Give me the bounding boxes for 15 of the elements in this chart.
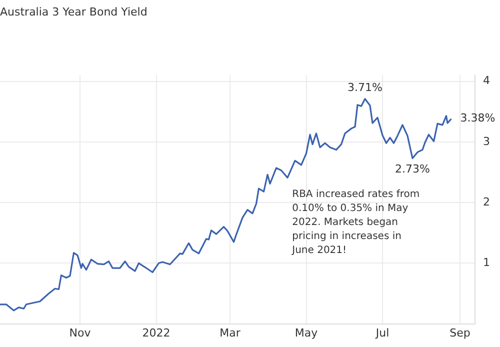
x-tick-label: 2022 — [142, 326, 170, 340]
y-tick-label: 2 — [483, 195, 490, 208]
annotation: 3.38% — [460, 112, 496, 125]
x-tick-label: Sep — [450, 326, 470, 340]
x-tick-label: Mar — [220, 326, 241, 340]
chart-title: Australia 3 Year Bond Yield — [0, 5, 148, 18]
annotation: RBA increased rates from 0.10% to 0.35% in May 2022. Markets began pricing in increases in June 2021! — [291, 189, 420, 256]
x-tick-label: Nov — [69, 326, 92, 340]
annotation: 3.71% — [348, 81, 382, 94]
y-tick-label: 4 — [483, 74, 490, 88]
annotation: 2.73% — [395, 162, 430, 176]
x-tick-label: May — [294, 326, 318, 340]
y-tick-label: 3 — [483, 134, 490, 148]
y-tick-label: 1 — [483, 256, 490, 270]
x-tick-label: Jul — [374, 326, 390, 340]
